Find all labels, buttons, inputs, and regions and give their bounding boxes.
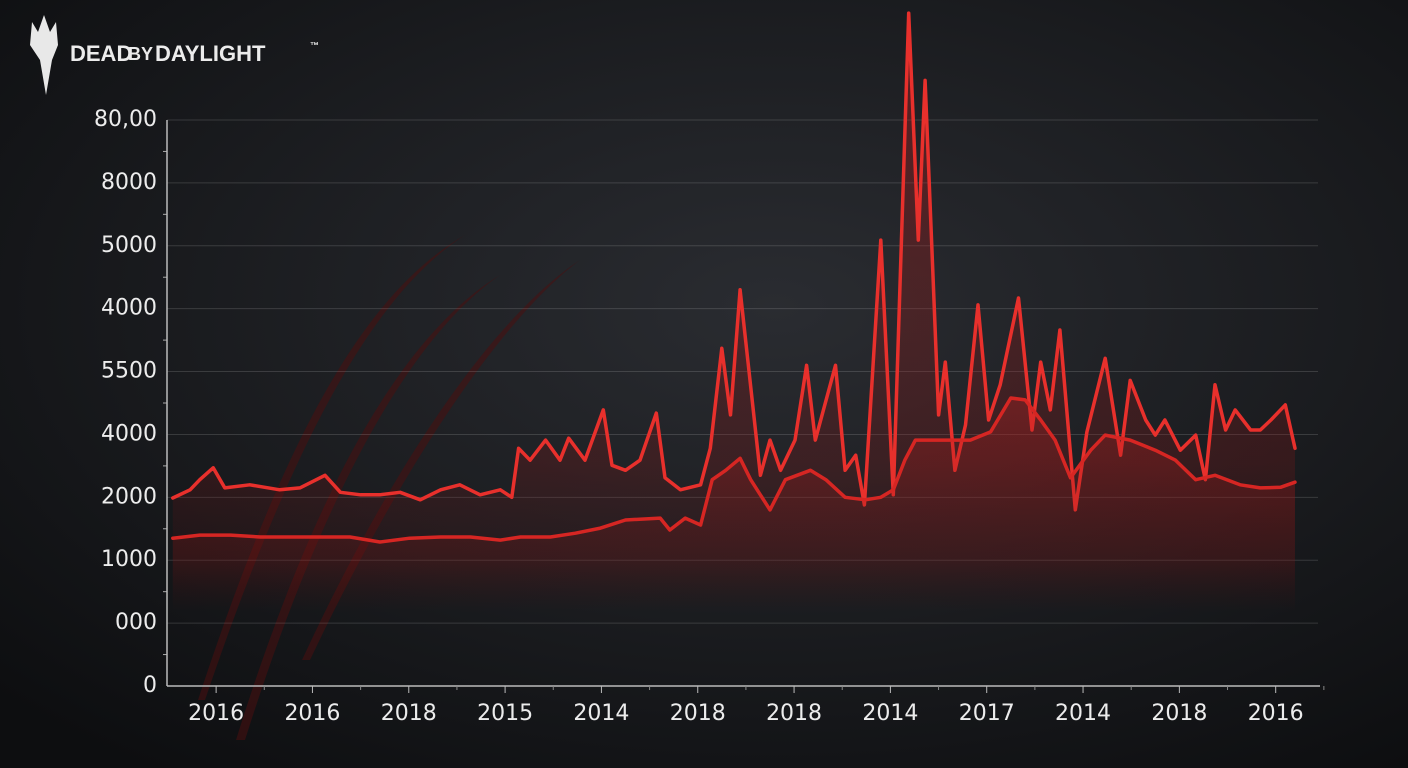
x-tick-label: 2018 (670, 701, 726, 726)
y-tick-label: 0 (143, 673, 157, 698)
y-tick-label: 5500 (101, 359, 157, 384)
logo: DEAD BY DAYLIGHT ™ (30, 15, 319, 95)
x-tick-label: 2014 (573, 701, 629, 726)
x-tick-label: 2018 (766, 701, 822, 726)
brand-word: BY (128, 44, 153, 64)
x-tick-label: 2015 (477, 701, 533, 726)
brand-word: DAYLIGHT (155, 41, 266, 66)
area (172, 398, 1296, 612)
y-tick-label: 1000 (101, 547, 157, 572)
y-tick-label: 4000 (101, 421, 157, 446)
y-tick-label: 000 (115, 610, 157, 635)
y-tick-label: 80,00 (94, 107, 157, 132)
y-tick-label: 8000 (101, 170, 157, 195)
y-tick-label: 5000 (101, 233, 157, 258)
brand-word: DEAD (70, 41, 132, 66)
x-tick-label: 2018 (381, 701, 437, 726)
x-tick-label: 2014 (862, 701, 918, 726)
series-line (171, 396, 1297, 544)
x-tick-label: 2016 (284, 701, 340, 726)
series-line (171, 11, 1297, 512)
x-tick-label: 2017 (959, 701, 1015, 726)
y-tick-label: 2000 (101, 484, 157, 509)
y-tick-label: 4000 (101, 296, 157, 321)
logo-icon (30, 15, 58, 95)
x-tick-label: 2014 (1055, 701, 1111, 726)
x-tick-label: 2018 (1151, 701, 1207, 726)
x-tick-label: 2016 (188, 701, 244, 726)
brand-trademark: ™ (310, 40, 319, 50)
x-tick-label: 2016 (1248, 701, 1304, 726)
